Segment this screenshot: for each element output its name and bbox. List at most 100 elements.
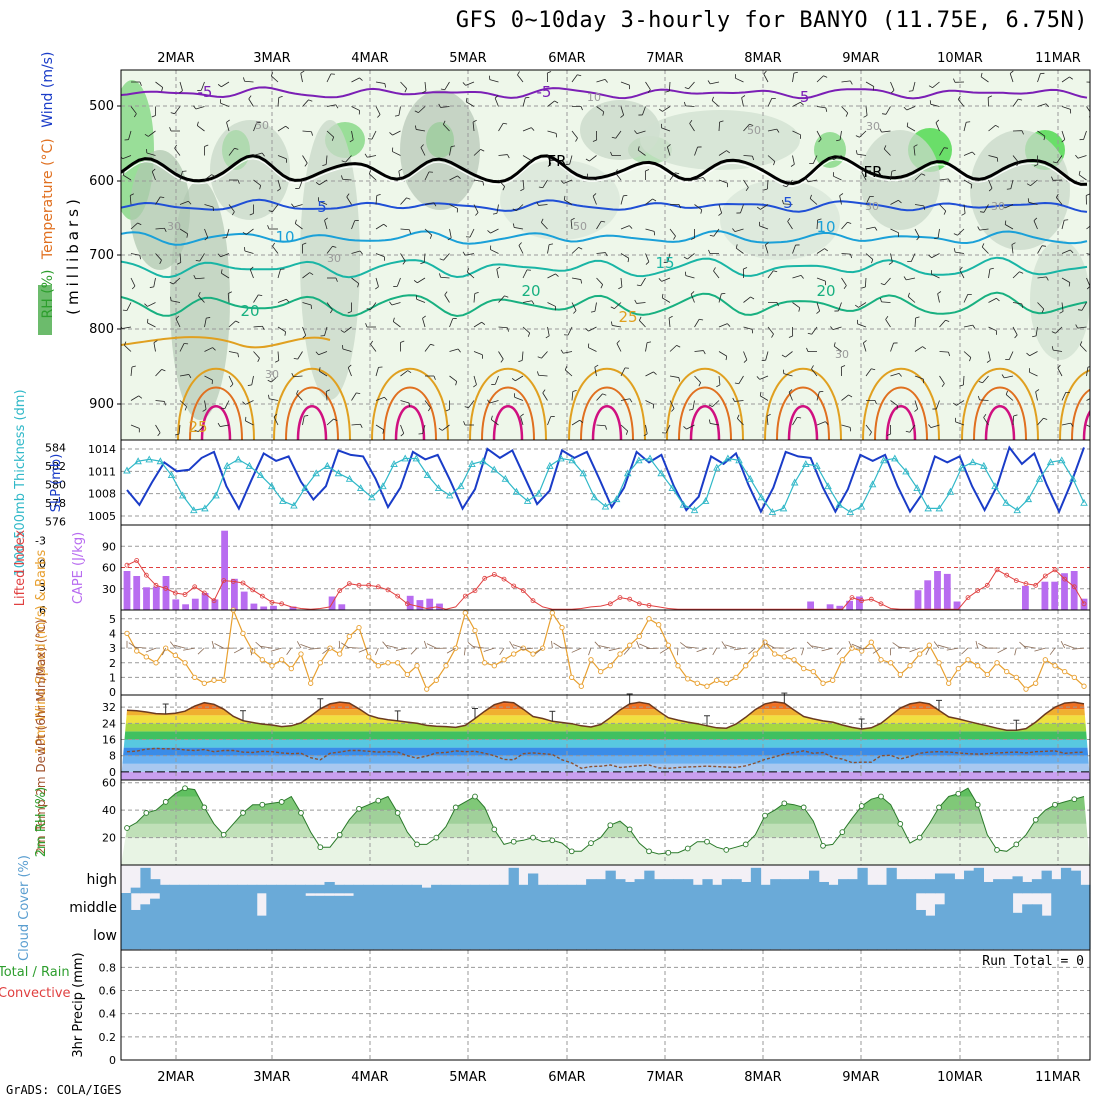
cloud-cell xyxy=(498,893,510,922)
wind-barb-flag xyxy=(690,291,695,295)
wind-barb xyxy=(1012,326,1018,336)
wind-speed-point xyxy=(936,660,942,666)
cloud-cell xyxy=(905,921,917,950)
rh-legend-swatch xyxy=(38,285,52,335)
wind-barb-10m xyxy=(467,641,476,649)
wind-barb xyxy=(424,171,430,181)
wind-barb-flag xyxy=(752,156,755,161)
cloud-cell xyxy=(121,893,132,922)
wind-barb xyxy=(1056,155,1063,164)
wind-barb xyxy=(963,324,973,328)
wind-barb-10m xyxy=(382,641,389,649)
wind-barb-10m xyxy=(134,646,147,649)
wind-barb xyxy=(195,106,205,110)
wind-barb xyxy=(1061,249,1071,254)
thickness-point xyxy=(546,461,554,469)
wind-barb-flag xyxy=(605,252,608,257)
wind-barb xyxy=(178,424,181,434)
wind-barb xyxy=(296,393,303,401)
wind-barb-flag xyxy=(538,186,543,189)
wind-barb-flag xyxy=(294,219,297,224)
cloud-cell xyxy=(314,884,326,894)
wind-barb-flag xyxy=(188,374,192,379)
wind-barb-flag xyxy=(592,139,597,142)
cloud-cell xyxy=(615,921,626,950)
cape-bar xyxy=(826,604,834,610)
wind-barb-flag xyxy=(745,187,749,192)
wind-barb-flag xyxy=(658,108,663,112)
wind-barb-flag xyxy=(658,278,662,282)
wind-barb-flag xyxy=(427,407,431,412)
wind-barb-10m xyxy=(161,647,167,656)
wind-barb-flag xyxy=(429,234,433,239)
wind-barb xyxy=(547,155,552,164)
wind-barb xyxy=(155,227,165,230)
wind-barb xyxy=(1030,179,1038,186)
wind-barb-flag xyxy=(159,260,162,264)
wind-barb xyxy=(253,351,260,359)
wind-barb-flag xyxy=(174,144,178,149)
cloud-cell xyxy=(188,921,200,950)
wind-barb-10m xyxy=(571,647,582,653)
cloud-cell xyxy=(692,893,703,922)
wind-barb xyxy=(293,375,303,378)
wind-barb xyxy=(122,326,132,329)
wind-barb-flag xyxy=(406,197,411,200)
wind-barb xyxy=(171,300,181,303)
lifted-index-point xyxy=(346,581,352,587)
wind-barb-flag xyxy=(291,373,294,377)
wind-barb xyxy=(931,253,940,259)
wind-speed-point xyxy=(201,680,207,686)
wind-barb-flag xyxy=(548,243,554,246)
wind-barb xyxy=(645,342,648,352)
wind-barb xyxy=(981,246,989,254)
wind-barb xyxy=(939,178,949,181)
lifted-index-point xyxy=(472,588,478,594)
wind-barb xyxy=(541,222,548,230)
cloud-cell xyxy=(576,921,587,950)
temperature-contour xyxy=(121,230,1088,246)
wind-barb-flag xyxy=(212,347,216,351)
cloud-cell xyxy=(915,879,926,894)
wind-barb xyxy=(596,424,606,427)
rh-point xyxy=(568,848,575,855)
thickness-point xyxy=(445,491,454,499)
contour-label: 25 xyxy=(188,418,207,436)
wind-barb xyxy=(571,74,578,83)
wind-barb-10m xyxy=(961,647,969,655)
lifted-index-point xyxy=(520,588,526,594)
wind-barb-flag xyxy=(284,331,287,336)
cloud-cell xyxy=(770,921,781,950)
wind-barb-flag xyxy=(585,158,590,162)
y-tick-label: 800 xyxy=(89,322,114,337)
wind-barb-flag xyxy=(517,71,520,76)
wind-barb-flag xyxy=(1093,223,1096,225)
wind-speed-point xyxy=(636,633,642,640)
cloud-cell xyxy=(237,884,248,894)
wind-speed-point xyxy=(549,610,555,616)
contour-25-arch xyxy=(469,367,547,440)
wind-barb-flag xyxy=(130,193,134,196)
wind-barb-10m xyxy=(1060,641,1066,649)
temp-tick-label: 24 xyxy=(102,717,116,730)
wind-barb xyxy=(665,424,671,434)
cloud-cell xyxy=(683,921,694,950)
thickness-point xyxy=(1069,474,1077,482)
lifted-index-point xyxy=(269,599,275,605)
wind-barb-flag xyxy=(250,266,254,270)
wind-speed-point xyxy=(675,663,681,669)
wind-barb xyxy=(645,400,654,405)
cape-bar xyxy=(231,578,238,610)
precip-ylabel: 3hr Precip (mm) xyxy=(71,952,86,1057)
wind-barb xyxy=(1008,351,1014,360)
wind-barb xyxy=(498,326,508,329)
contour-35-arch xyxy=(296,405,328,440)
wind-barb xyxy=(718,323,728,328)
wind-barb-flag xyxy=(1057,364,1061,369)
wind-barb xyxy=(760,395,769,401)
wind-barb xyxy=(713,270,720,279)
wind-barb-10m xyxy=(1072,647,1085,650)
wind-barb xyxy=(375,277,379,287)
wind-barb xyxy=(351,423,361,426)
